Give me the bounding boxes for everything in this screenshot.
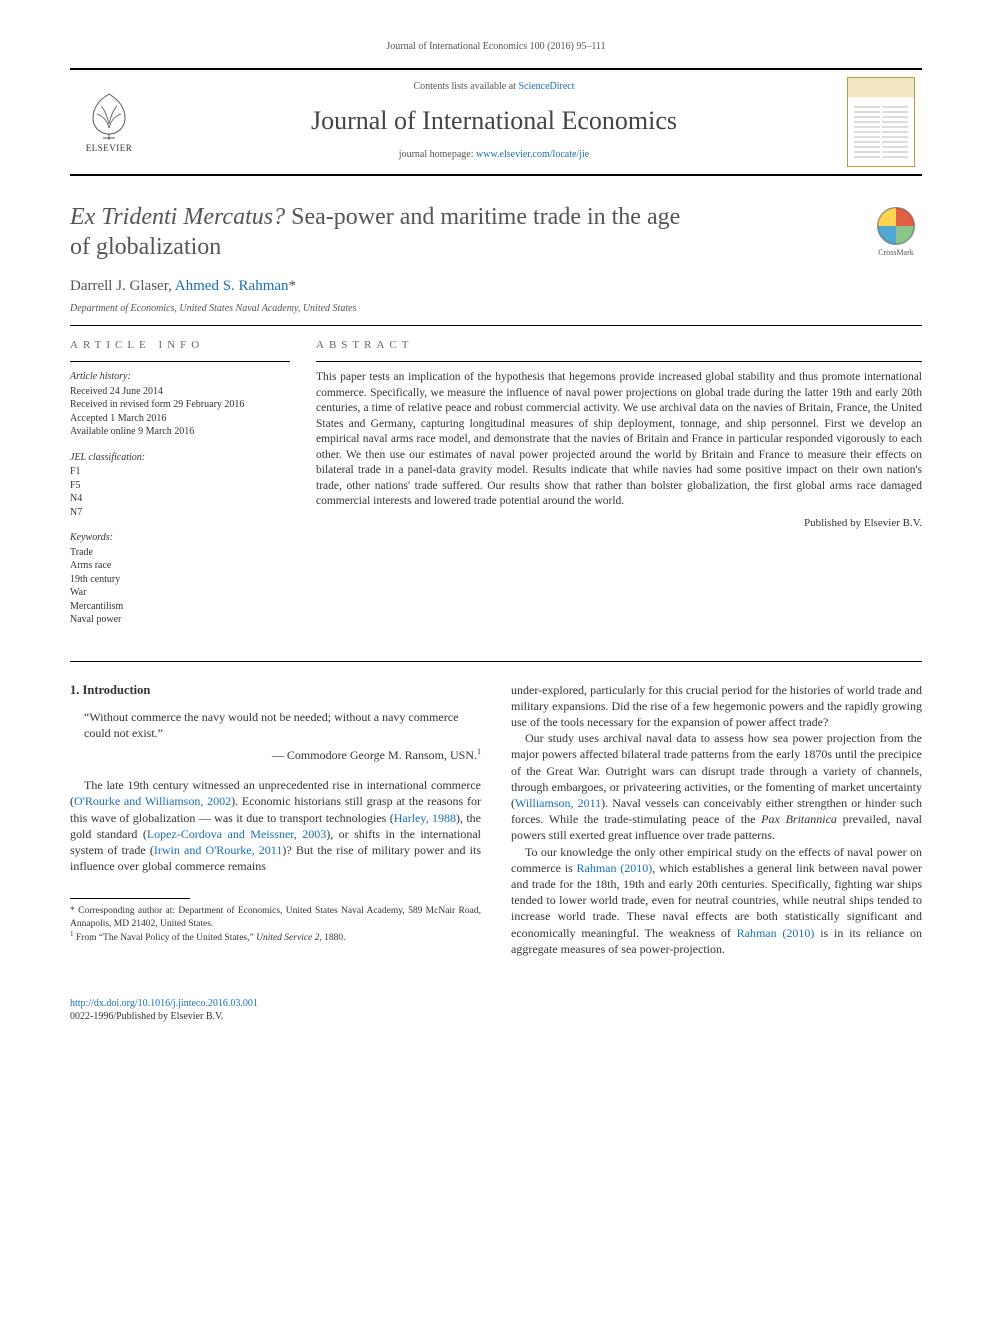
history-line-3: Available online 9 March 2016 [70, 425, 290, 439]
p3-em: Pax Britannica [761, 812, 837, 826]
keywords: Keywords: Trade Arms race 19th century W… [70, 531, 290, 627]
ref-rahman-2010-a[interactable]: Rahman (2010) [577, 861, 653, 875]
crossmark-badge[interactable]: CrossMark [870, 206, 922, 259]
history-line-0: Received 24 June 2014 [70, 385, 290, 399]
kw-0: Trade [70, 546, 290, 560]
kw-5: Naval power [70, 613, 290, 627]
published-by: Published by Elsevier B.V. [316, 516, 922, 531]
kw-2: 19th century [70, 573, 290, 587]
contents-prefix: Contents lists available at [413, 81, 518, 92]
article-info-column: article info Article history: Received 2… [70, 338, 290, 638]
ref-rahman-2010-b[interactable]: Rahman (2010) [737, 926, 815, 940]
homepage-prefix: journal homepage: [399, 149, 476, 160]
ref-lopezcordova-meissner-2003[interactable]: Lopez-Cordova and Meissner, 2003 [147, 827, 326, 841]
body-paragraph-4: To our knowledge the only other empirica… [511, 844, 922, 957]
abstract-heading: abstract [316, 338, 922, 353]
crossmark-label: CrossMark [878, 248, 914, 259]
jel-label: JEL classification: [70, 451, 290, 465]
jel-3: N7 [70, 506, 290, 520]
journal-homepage-link[interactable]: www.elsevier.com/locate/jie [476, 149, 589, 160]
issn-line: 0022-1996/Published by Elsevier B.V. [70, 1010, 922, 1024]
kw-3: War [70, 586, 290, 600]
corr-symbol: * [289, 278, 297, 294]
jel-0: F1 [70, 465, 290, 479]
contents-available-line: Contents lists available at ScienceDirec… [160, 80, 828, 94]
author-2-link[interactable]: Ahmed S. Rahman [175, 278, 289, 294]
cover-thumb-icon [847, 77, 915, 167]
doi-link[interactable]: http://dx.doi.org/10.1016/j.jinteco.2016… [70, 998, 258, 1009]
body-paragraph-1: The late 19th century witnessed an unpre… [70, 777, 481, 874]
body-paragraph-2: under-explored, particularly for this cr… [511, 682, 922, 731]
masthead: ELSEVIER Contents lists available at Sci… [70, 68, 922, 176]
article-title: Ex Tridenti Mercatus? Sea-power and mari… [70, 202, 680, 262]
author-sep: , [168, 278, 175, 294]
footnote-1: 1 From “The Naval Policy of the United S… [70, 930, 481, 945]
history-line-1: Received in revised form 29 February 201… [70, 398, 290, 412]
section-number: 1. [70, 683, 79, 697]
abstract-text: This paper tests an implication of the h… [316, 370, 922, 510]
ref-orourke-williamson-2002[interactable]: O'Rourke and Williamson, 2002 [74, 794, 231, 808]
doi-block: http://dx.doi.org/10.1016/j.jinteco.2016… [70, 997, 922, 1024]
article-history: Article history: Received 24 June 2014 R… [70, 370, 290, 439]
info-inner-rule [70, 361, 290, 362]
rule-above-info [70, 325, 922, 326]
footnote-1-em: United Service 2 [256, 933, 319, 943]
journal-cover-thumb [840, 70, 922, 174]
masthead-center: Contents lists available at ScienceDirec… [148, 70, 840, 174]
epigraph-quote: “Without commerce the navy would not be … [84, 709, 481, 741]
elsevier-tree-icon [79, 88, 139, 140]
body-two-column: 1. Introduction “Without commerce the na… [70, 682, 922, 957]
article-info-heading: article info [70, 338, 290, 353]
sciencedirect-link[interactable]: ScienceDirect [518, 81, 574, 92]
homepage-line: journal homepage: www.elsevier.com/locat… [160, 148, 828, 162]
affiliation: Department of Economics, United States N… [70, 302, 922, 316]
footnote-1-post: , 1880. [319, 933, 345, 943]
ref-harley-1988[interactable]: Harley, 1988 [394, 811, 456, 825]
body-paragraph-3: Our study uses archival naval data to as… [511, 730, 922, 843]
title-line2: of globalization [70, 232, 680, 262]
abstract-column: abstract This paper tests an implication… [316, 338, 922, 638]
footnote-1-pre: From “The Naval Policy of the United Sta… [74, 933, 257, 943]
title-italic-lead: Ex Tridenti Mercatus? [70, 204, 285, 230]
elsevier-logo: ELSEVIER [70, 70, 148, 174]
jel-classification: JEL classification: F1 F5 N4 N7 [70, 451, 290, 520]
journal-name: Journal of International Economics [160, 103, 828, 138]
running-head: Journal of International Economics 100 (… [70, 40, 922, 54]
quote-attr-text: — Commodore George M. Ransom, USN. [272, 748, 477, 762]
author-1: Darrell J. Glaser [70, 278, 168, 294]
article-history-label: Article history: [70, 370, 290, 384]
epigraph-attribution: — Commodore George M. Ransom, USN.1 [70, 747, 481, 763]
kw-1: Arms race [70, 559, 290, 573]
ref-williamson-2011[interactable]: Williamson, 2011 [515, 796, 601, 810]
abstract-inner-rule [316, 361, 922, 362]
rule-above-body [70, 661, 922, 662]
jel-1: F5 [70, 479, 290, 493]
jel-2: N4 [70, 492, 290, 506]
authors: Darrell J. Glaser, Ahmed S. Rahman* [70, 276, 922, 296]
crossmark-icon [876, 206, 916, 246]
section-heading: 1. Introduction [70, 682, 481, 699]
quote-footnote-mark: 1 [477, 747, 481, 756]
footnote-corresponding: * Corresponding author at: Department of… [70, 905, 481, 930]
kw-4: Mercantilism [70, 600, 290, 614]
title-rest1: Sea-power and maritime trade in the age [285, 204, 680, 230]
section-title: Introduction [83, 683, 151, 697]
footnote-rule [70, 898, 190, 899]
ref-irwin-orourke-2011[interactable]: Irwin and O'Rourke, 2011 [154, 843, 283, 857]
history-line-2: Accepted 1 March 2016 [70, 412, 290, 426]
keywords-label: Keywords: [70, 531, 290, 545]
publisher-label: ELSEVIER [86, 142, 133, 154]
